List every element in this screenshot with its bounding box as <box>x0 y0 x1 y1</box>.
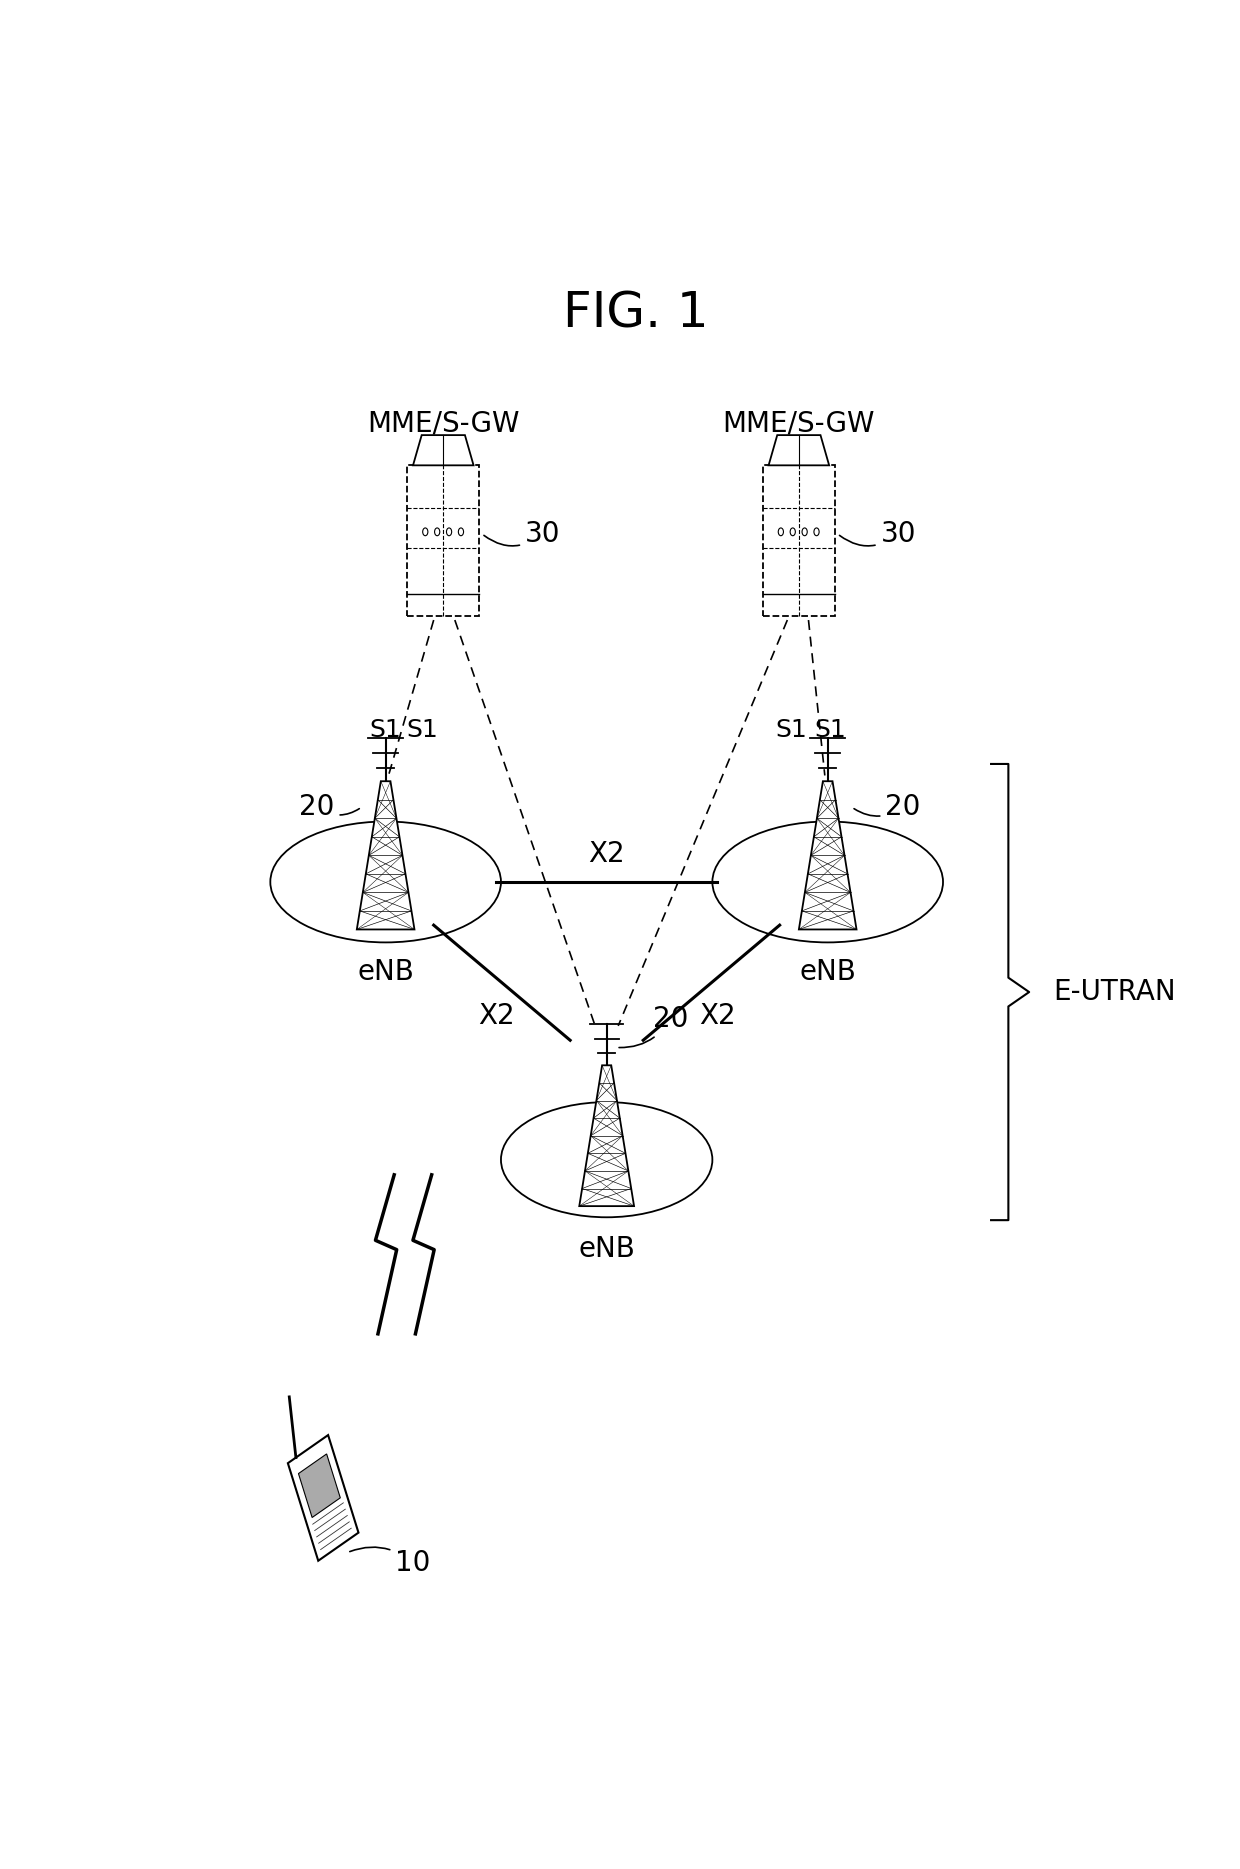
Text: MME/S-GW: MME/S-GW <box>723 409 875 437</box>
Text: X2: X2 <box>699 1002 735 1030</box>
Polygon shape <box>769 435 830 465</box>
Polygon shape <box>299 1454 340 1518</box>
Text: S1: S1 <box>775 718 807 742</box>
Bar <box>763 465 835 617</box>
Text: S1: S1 <box>370 718 402 742</box>
Text: 20: 20 <box>854 792 921 820</box>
Text: FIG. 1: FIG. 1 <box>563 290 708 336</box>
Text: E-UTRAN: E-UTRAN <box>1053 977 1176 1006</box>
Polygon shape <box>579 1065 634 1206</box>
Text: 20: 20 <box>619 1006 688 1047</box>
Text: 30: 30 <box>839 520 916 548</box>
Text: S1: S1 <box>407 718 438 742</box>
Text: eNB: eNB <box>578 1235 635 1263</box>
Text: eNB: eNB <box>357 959 414 987</box>
Text: X2: X2 <box>588 839 625 867</box>
Text: 30: 30 <box>484 520 560 548</box>
Polygon shape <box>357 781 414 929</box>
Text: 10: 10 <box>350 1548 430 1577</box>
Polygon shape <box>288 1435 358 1561</box>
Text: 20: 20 <box>299 792 360 820</box>
Text: X2: X2 <box>477 1002 515 1030</box>
Text: eNB: eNB <box>800 959 856 987</box>
Bar <box>407 465 480 617</box>
Polygon shape <box>799 781 857 929</box>
Polygon shape <box>413 435 474 465</box>
Text: MME/S-GW: MME/S-GW <box>367 409 520 437</box>
Text: S1: S1 <box>815 718 847 742</box>
